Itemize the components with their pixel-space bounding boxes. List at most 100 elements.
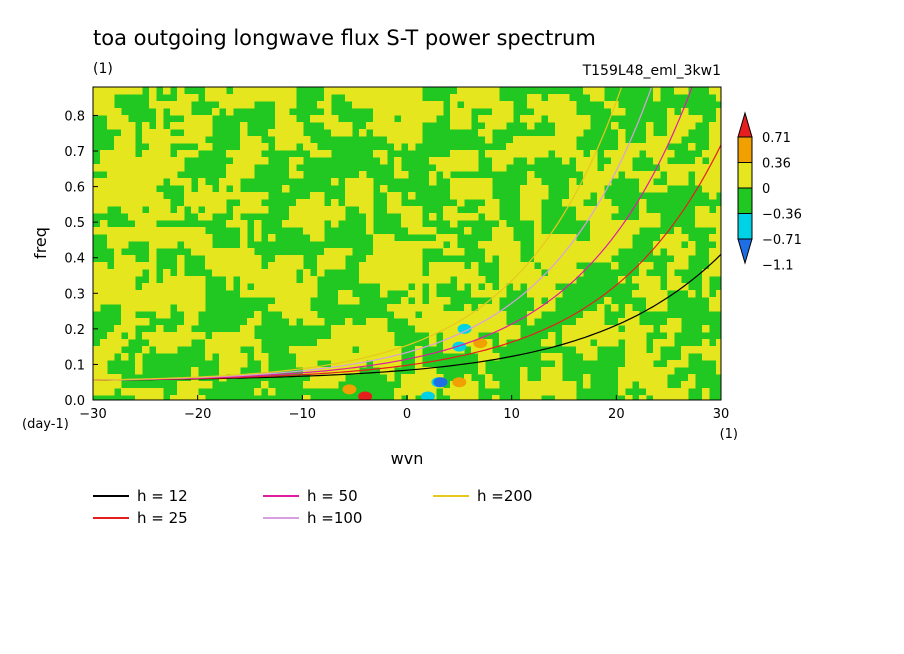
field-patch xyxy=(373,346,381,354)
field-patch xyxy=(198,234,206,242)
field-patch xyxy=(149,206,157,214)
field-patch xyxy=(541,143,549,151)
field-patch xyxy=(317,199,325,207)
field-patch xyxy=(177,150,185,158)
field-patch xyxy=(415,269,423,277)
field-patch xyxy=(513,241,521,249)
field-patch xyxy=(576,185,584,193)
field-patch xyxy=(114,185,122,193)
field-patch xyxy=(303,283,311,291)
field-patch xyxy=(604,206,612,214)
field-patch xyxy=(191,150,199,158)
field-patch xyxy=(331,367,339,375)
field-patch xyxy=(380,129,388,137)
field-patch xyxy=(233,164,241,172)
field-patch xyxy=(716,367,721,375)
field-patch xyxy=(408,388,416,396)
field-patch xyxy=(611,164,619,172)
field-patch xyxy=(625,395,633,400)
field-patch xyxy=(555,381,563,389)
field-patch xyxy=(555,276,563,284)
field-patch xyxy=(667,171,675,179)
field-patch xyxy=(492,304,500,312)
field-patch xyxy=(401,311,409,319)
field-patch xyxy=(254,192,262,200)
field-patch xyxy=(667,108,675,116)
field-patch xyxy=(331,332,339,340)
field-patch xyxy=(611,157,619,165)
field-patch xyxy=(142,185,150,193)
field-patch xyxy=(135,220,143,228)
field-patch xyxy=(709,269,717,277)
field-patch xyxy=(674,255,682,263)
field-patch xyxy=(149,171,157,179)
field-patch xyxy=(457,94,465,102)
field-patch xyxy=(289,157,297,165)
field-patch xyxy=(93,192,101,200)
field-patch xyxy=(128,227,136,235)
field-patch xyxy=(254,262,262,270)
field-patch xyxy=(562,94,570,102)
field-patch xyxy=(303,206,311,214)
field-patch xyxy=(149,199,157,207)
field-patch xyxy=(632,325,640,333)
field-patch xyxy=(653,248,661,256)
field-patch xyxy=(688,241,696,249)
field-patch xyxy=(100,297,108,305)
field-patch xyxy=(310,353,318,361)
field-patch xyxy=(296,353,304,361)
field-patch xyxy=(492,318,500,326)
field-patch xyxy=(499,234,507,242)
field-patch xyxy=(408,220,416,228)
field-patch xyxy=(674,87,682,95)
field-patch xyxy=(394,304,402,312)
field-patch xyxy=(345,325,353,333)
field-patch xyxy=(618,164,626,172)
field-patch xyxy=(478,311,486,319)
field-patch xyxy=(149,269,157,277)
field-patch xyxy=(534,283,542,291)
field-patch xyxy=(324,150,332,158)
field-patch xyxy=(128,178,136,186)
field-patch xyxy=(702,388,710,396)
field-patch xyxy=(163,199,171,207)
field-patch xyxy=(583,255,591,263)
field-patch xyxy=(422,304,430,312)
field-patch xyxy=(114,136,122,144)
field-patch xyxy=(170,297,178,305)
field-patch xyxy=(709,185,717,193)
field-patch xyxy=(415,318,423,326)
field-patch xyxy=(436,318,444,326)
field-patch xyxy=(604,234,612,242)
field-patch xyxy=(345,346,353,354)
field-patch xyxy=(107,290,115,298)
field-patch xyxy=(282,311,290,319)
field-patch xyxy=(429,171,437,179)
field-patch xyxy=(380,94,388,102)
field-patch xyxy=(142,136,150,144)
field-patch xyxy=(499,157,507,165)
dispersion-curves xyxy=(93,87,721,381)
field-patch xyxy=(429,290,437,298)
field-patch xyxy=(471,94,479,102)
field-patch xyxy=(527,185,535,193)
field-patch xyxy=(198,178,206,186)
field-patch xyxy=(121,157,129,165)
field-patch xyxy=(604,178,612,186)
field-patch xyxy=(541,192,549,200)
field-patch xyxy=(590,94,598,102)
field-patch xyxy=(100,199,108,207)
field-patch xyxy=(128,192,136,200)
field-patch xyxy=(142,199,150,207)
field-patch xyxy=(240,220,248,228)
field-patch xyxy=(247,192,255,200)
field-patch xyxy=(107,108,115,116)
field-patch xyxy=(639,381,647,389)
field-patch xyxy=(100,262,108,270)
field-patch xyxy=(513,332,521,340)
field-patch xyxy=(394,262,402,270)
field-patch xyxy=(163,129,171,137)
field-patch xyxy=(548,297,556,305)
field-patch xyxy=(310,213,318,221)
field-patch xyxy=(289,143,297,151)
